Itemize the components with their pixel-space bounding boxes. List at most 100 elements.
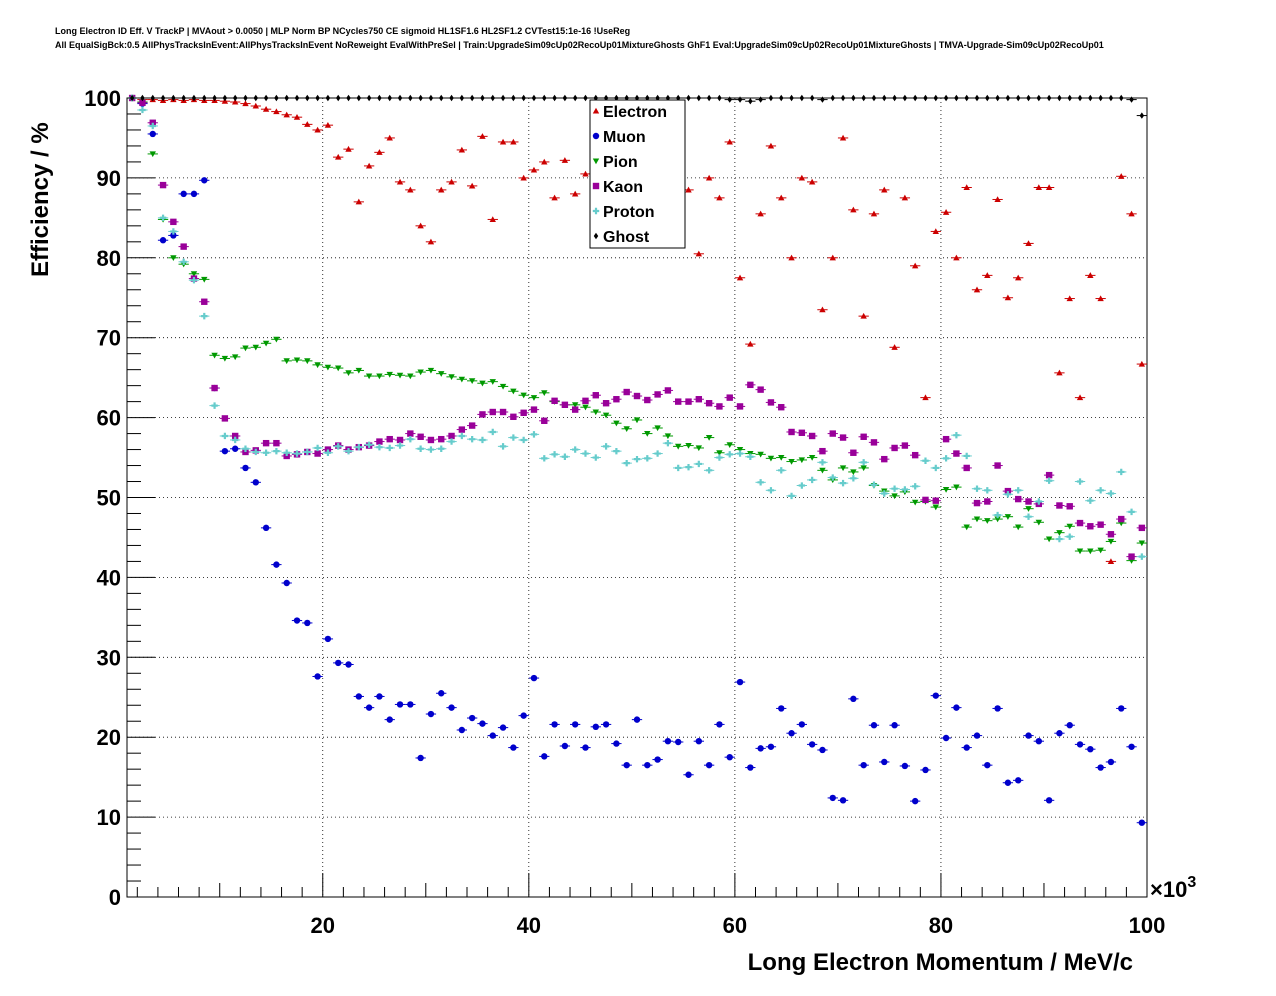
data-point-proton (942, 455, 950, 462)
data-point-electron (778, 194, 785, 201)
data-point-electron (911, 262, 919, 269)
data-point-kaon (376, 438, 383, 445)
data-point-proton (1056, 535, 1063, 543)
data-point-electron (695, 250, 703, 257)
data-point-muon (881, 758, 888, 766)
data-point-pion (592, 409, 599, 416)
data-point-proton (355, 443, 363, 451)
data-point-kaon (520, 409, 527, 417)
data-point-electron (355, 198, 363, 205)
data-point-kaon (1097, 521, 1104, 528)
data-point-pion (808, 454, 816, 461)
data-point-pion (1035, 519, 1043, 526)
data-point-proton (520, 436, 527, 444)
data-point-electron (798, 174, 806, 181)
data-point-ghost (902, 94, 908, 102)
x-tick-label: 100 (1129, 913, 1166, 938)
data-point-muon (1066, 722, 1073, 729)
data-point-proton (757, 479, 764, 486)
data-point-electron (407, 186, 414, 193)
data-point-proton (891, 485, 898, 492)
data-point-electron (304, 121, 311, 127)
legend-label-electron: Electron (603, 104, 667, 121)
data-point-ghost (253, 94, 259, 102)
data-point-muon (778, 705, 785, 712)
data-point-kaon (901, 442, 909, 449)
data-point-ghost (748, 97, 753, 105)
data-point-electron (932, 228, 939, 234)
data-point-electron (530, 166, 538, 173)
data-point-kaon (716, 403, 723, 410)
data-point-kaon (262, 439, 270, 447)
data-point-pion (654, 425, 661, 432)
data-point-electron (242, 100, 249, 107)
data-point-pion (304, 358, 311, 365)
y-tick-label: 0 (109, 885, 121, 910)
data-point-electron (922, 394, 929, 401)
legend-entries: Electron Muon Pion Kaon Proton Ghost (592, 104, 667, 246)
data-point-electron (252, 102, 259, 109)
data-point-pion (355, 367, 363, 374)
data-point-proton (963, 452, 970, 460)
data-point-muon (530, 674, 538, 682)
data-point-muon (1004, 779, 1012, 786)
data-point-pion (973, 516, 981, 523)
data-point-ghost (191, 94, 197, 102)
data-point-kaon (1138, 524, 1146, 532)
data-point-kaon (561, 401, 569, 409)
legend-label-kaon: Kaon (603, 179, 643, 196)
data-point-proton (922, 457, 929, 464)
data-point-muon (839, 797, 847, 804)
data-point-muon (891, 722, 898, 729)
data-point-kaon (407, 430, 414, 437)
y-tick-label: 90 (97, 166, 121, 191)
data-point-ghost (366, 94, 372, 102)
data-point-kaon (891, 444, 898, 452)
data-point-ghost (129, 94, 135, 102)
data-point-muon (551, 721, 558, 728)
data-point-muon (829, 794, 836, 802)
data-point-proton (736, 450, 744, 457)
data-point-muon (602, 721, 610, 728)
data-point-kaon (654, 391, 661, 398)
data-point-pion (984, 518, 991, 524)
data-point-kaon (736, 403, 744, 410)
data-point-muon (1128, 743, 1135, 750)
data-point-kaon (468, 422, 476, 429)
data-point-pion (685, 443, 692, 449)
data-point-pion (386, 371, 393, 378)
legend-label-muon: Muon (603, 129, 646, 146)
data-point-kaon (541, 417, 548, 424)
data-point-kaon (510, 413, 517, 421)
data-point-proton (510, 434, 517, 441)
data-point-ghost (562, 94, 568, 102)
data-point-ghost (799, 94, 805, 102)
data-point-ghost (356, 94, 362, 102)
data-point-electron (1056, 369, 1063, 376)
data-point-muon (201, 177, 208, 184)
data-point-electron (283, 111, 290, 118)
data-point-pion (468, 378, 476, 385)
data-point-ghost (912, 94, 918, 102)
data-point-electron (520, 174, 527, 181)
data-point-ghost (871, 94, 877, 102)
data-point-proton (365, 441, 373, 448)
data-point-electron (324, 121, 332, 128)
data-point-electron (891, 344, 898, 350)
data-point-electron (1138, 360, 1146, 367)
data-point-electron (870, 210, 878, 217)
data-point-ghost (325, 94, 331, 102)
data-point-electron (571, 190, 579, 197)
data-point-electron (468, 182, 476, 189)
data-point-electron (819, 306, 826, 313)
data-point-muon (180, 190, 187, 198)
data-point-kaon (633, 392, 641, 400)
data-point-muon (314, 673, 321, 680)
data-point-kaon (973, 499, 981, 507)
data-point-electron (808, 178, 816, 185)
data-point-electron (1087, 272, 1094, 278)
data-point-ghost (480, 94, 485, 102)
data-point-muon (386, 716, 393, 723)
data-point-muon (252, 479, 259, 486)
data-point-kaon (808, 432, 816, 440)
